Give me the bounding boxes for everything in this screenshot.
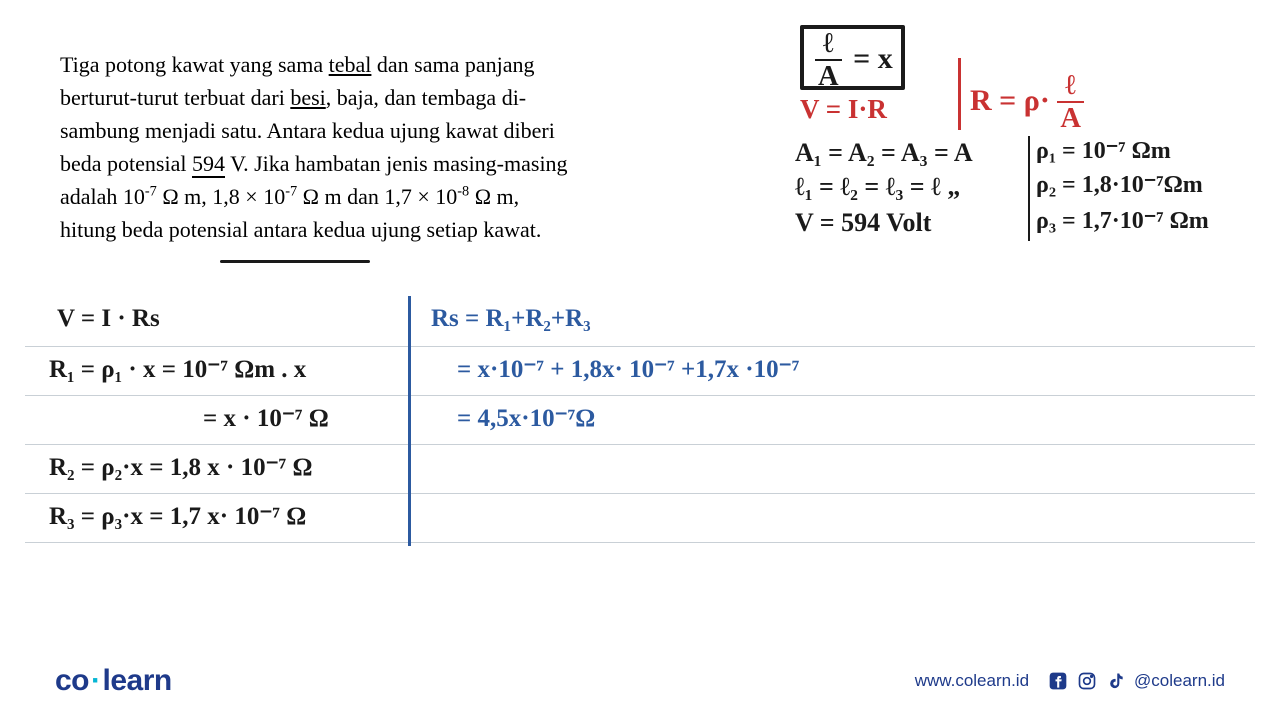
ruled-line xyxy=(25,543,1255,592)
ruled-line: V = I · Rs Rs = R₁+R₂+R₃ xyxy=(25,298,1255,347)
text: Ω m, xyxy=(469,184,519,209)
given-areas: A₁ = A₂ = A₃ = A xyxy=(795,138,973,168)
fraction: ℓ A xyxy=(1057,72,1084,134)
text: Ω m, 1,8 × 10 xyxy=(157,184,285,209)
ruled-workspace: V = I · Rs Rs = R₁+R₂+R₃ R₁ = ρ₁ · x = 1… xyxy=(25,298,1255,592)
logo-text-a: co xyxy=(55,664,89,697)
footer-right: www.colearn.id @colearn.id xyxy=(915,670,1225,692)
ruled-line: R₃ = ρ₃·x = 1,7 x· 10⁻⁷ Ω xyxy=(25,494,1255,543)
work-r1: R₁ = ρ₁ · x = 10⁻⁷ Ωm . x xyxy=(49,354,306,384)
denominator: A xyxy=(815,61,842,92)
formula-r-rho: R = ρ· ℓ A xyxy=(970,72,1084,134)
given-rho1: ρ₁ = 10⁻⁷ Ωm xyxy=(1036,136,1171,165)
denominator: A xyxy=(1057,103,1084,134)
text: Tiga potong kawat yang sama xyxy=(60,52,329,77)
work-r3: R₃ = ρ₃·x = 1,7 x· 10⁻⁷ Ω xyxy=(49,501,306,531)
work-rs-expand: = x·10⁻⁷ + 1,8x· 10⁻⁷ +1,7x ·10⁻⁷ xyxy=(457,354,799,384)
divider-vertical-black xyxy=(1028,136,1030,241)
divider-underline xyxy=(220,260,370,263)
facebook-icon xyxy=(1047,670,1069,692)
text: berturut-turut terbuat dari xyxy=(60,85,290,110)
work-r2: R₂ = ρ₂·x = 1,8 x · 10⁻⁷ Ω xyxy=(49,452,313,482)
formula-l-over-a: ℓ A = x xyxy=(815,30,893,92)
ruled-line: R₁ = ρ₁ · x = 10⁻⁷ Ωm . x = x·10⁻⁷ + 1,8… xyxy=(25,347,1255,396)
work-v-irs: V = I · Rs xyxy=(57,305,160,333)
text: beda potensial xyxy=(60,151,192,176)
text-underline: tebal xyxy=(329,52,372,77)
brand-logo: co·learn xyxy=(55,664,172,698)
numerator: ℓ xyxy=(815,30,842,61)
formula-v-ir: V = I·R xyxy=(800,94,887,125)
text: dan sama panjang xyxy=(371,52,534,77)
tiktok-icon xyxy=(1105,670,1127,692)
work-rs-result: = 4,5x·10⁻⁷Ω xyxy=(457,403,595,433)
text: , baja, dan tembaga di- xyxy=(326,85,526,110)
divider-vertical-red xyxy=(958,58,961,130)
text: sambung menjadi satu. Antara kedua ujung… xyxy=(60,118,555,143)
footer-url: www.colearn.id xyxy=(915,671,1029,691)
footer-handle: @colearn.id xyxy=(1134,671,1225,691)
text: Ω m dan 1,7 × 10 xyxy=(297,184,457,209)
problem-statement: Tiga potong kawat yang sama tebal dan sa… xyxy=(60,48,660,246)
exponent: -7 xyxy=(145,184,157,200)
logo-dot: · xyxy=(91,664,101,697)
given-lengths: ℓ₁ = ℓ₂ = ℓ₃ = ℓ „ xyxy=(795,172,960,202)
text: adalah 10 xyxy=(60,184,145,209)
equals-x: = x xyxy=(853,42,893,75)
text-underline: 594 xyxy=(192,151,225,178)
work-r1-simplified: = x · 10⁻⁷ Ω xyxy=(203,403,329,433)
exponent: -8 xyxy=(457,184,469,200)
ruled-line: R₂ = ρ₂·x = 1,8 x · 10⁻⁷ Ω xyxy=(25,445,1255,494)
social-icons: @colearn.id xyxy=(1047,670,1225,692)
numerator: ℓ xyxy=(1057,72,1084,103)
work-rs-sum: Rs = R₁+R₂+R₃ xyxy=(431,305,591,333)
instagram-icon xyxy=(1076,670,1098,692)
ruled-line: = x · 10⁻⁷ Ω = 4,5x·10⁻⁷Ω xyxy=(25,396,1255,445)
text: V. Jika hambatan jenis masing-masing xyxy=(225,151,568,176)
divider-vertical-blue xyxy=(408,296,411,546)
logo-text-b: learn xyxy=(103,664,172,697)
given-rho3: ρ₃ = 1,7·10⁻⁷ Ωm xyxy=(1036,206,1209,235)
fraction: ℓ A xyxy=(815,30,842,92)
exponent: -7 xyxy=(285,184,297,200)
formula-label: R = ρ· xyxy=(970,84,1057,117)
given-rho2: ρ₂ = 1,8·10⁻⁷Ωm xyxy=(1036,170,1203,199)
footer: co·learn www.colearn.id @colearn.id xyxy=(0,664,1280,698)
text-underline: besi xyxy=(290,85,325,110)
given-voltage: V = 594 Volt xyxy=(795,208,931,238)
text: hitung beda potensial antara kedua ujung… xyxy=(60,217,541,242)
